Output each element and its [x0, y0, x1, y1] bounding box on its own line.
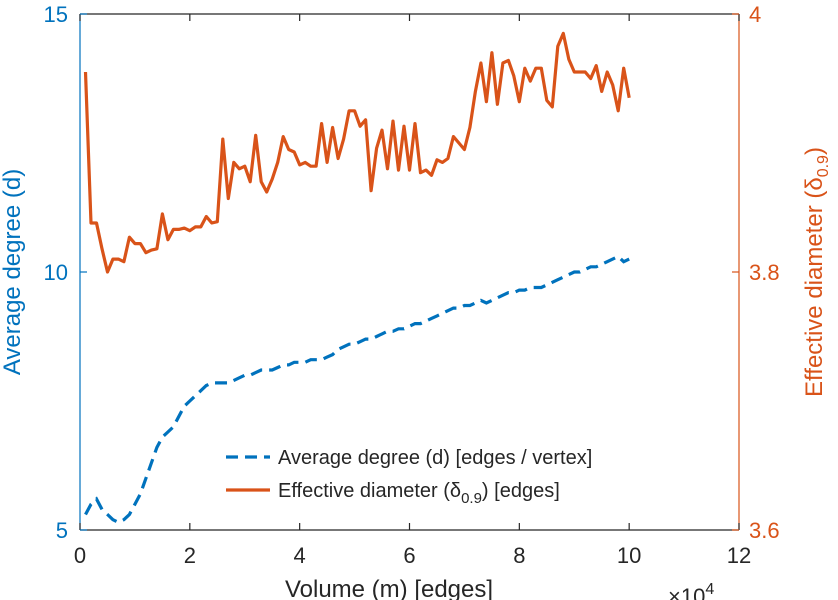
x-tick-label: 0 — [74, 543, 86, 568]
left-y-tick-label: 15 — [44, 2, 68, 27]
series-line-effective-diameter — [83, 31, 631, 274]
left-y-ticks: 5 10 15 — [44, 2, 87, 543]
x-tick-label: 4 — [294, 543, 306, 568]
right-axis-label-sub: 0.9 — [815, 155, 832, 177]
x-exponent: ×104 — [668, 581, 714, 600]
x-tick-label: 6 — [403, 543, 415, 568]
right-y-tick-label: 3.8 — [749, 260, 780, 285]
legend-label-sub: 0.9 — [461, 490, 482, 507]
x-exponent-power: 4 — [705, 581, 714, 598]
legend: Average degree (d) [edges / vertex] Effe… — [226, 447, 592, 507]
x-tick-label: 10 — [617, 543, 641, 568]
x-tick-label: 2 — [184, 543, 196, 568]
x-axis-label: Volume (m) [edges] — [285, 576, 493, 600]
right-axis-label: Effective diameter (δ0.9) — [801, 147, 832, 397]
right-axis-label-main: Effective diameter (δ — [801, 177, 828, 397]
right-y-tick-label: 3.6 — [749, 518, 780, 543]
left-y-tick-label: 5 — [56, 518, 68, 543]
x-tick-label: 8 — [513, 543, 525, 568]
left-y-tick-label: 10 — [44, 260, 68, 285]
right-axis-label-close: ) — [801, 147, 828, 155]
x-tick-label: 12 — [727, 543, 751, 568]
legend-label-effective-diameter: Effective diameter (δ0.9) [edges] — [278, 480, 560, 507]
legend-label-main: Effective diameter (δ — [278, 480, 461, 502]
x-exponent-base: ×10 — [668, 584, 705, 600]
left-axis-label: Average degree (d) — [0, 169, 26, 375]
legend-label-suffix: ) [edges] — [482, 480, 560, 502]
right-y-tick-label: 4 — [749, 2, 761, 27]
series-line-average-degree — [84, 254, 630, 525]
legend-label-average-degree: Average degree (d) [edges / vertex] — [278, 447, 592, 469]
right-y-ticks: 3.6 3.8 4 — [732, 2, 780, 543]
x-ticks: 0 2 4 6 8 10 12 — [74, 14, 751, 568]
